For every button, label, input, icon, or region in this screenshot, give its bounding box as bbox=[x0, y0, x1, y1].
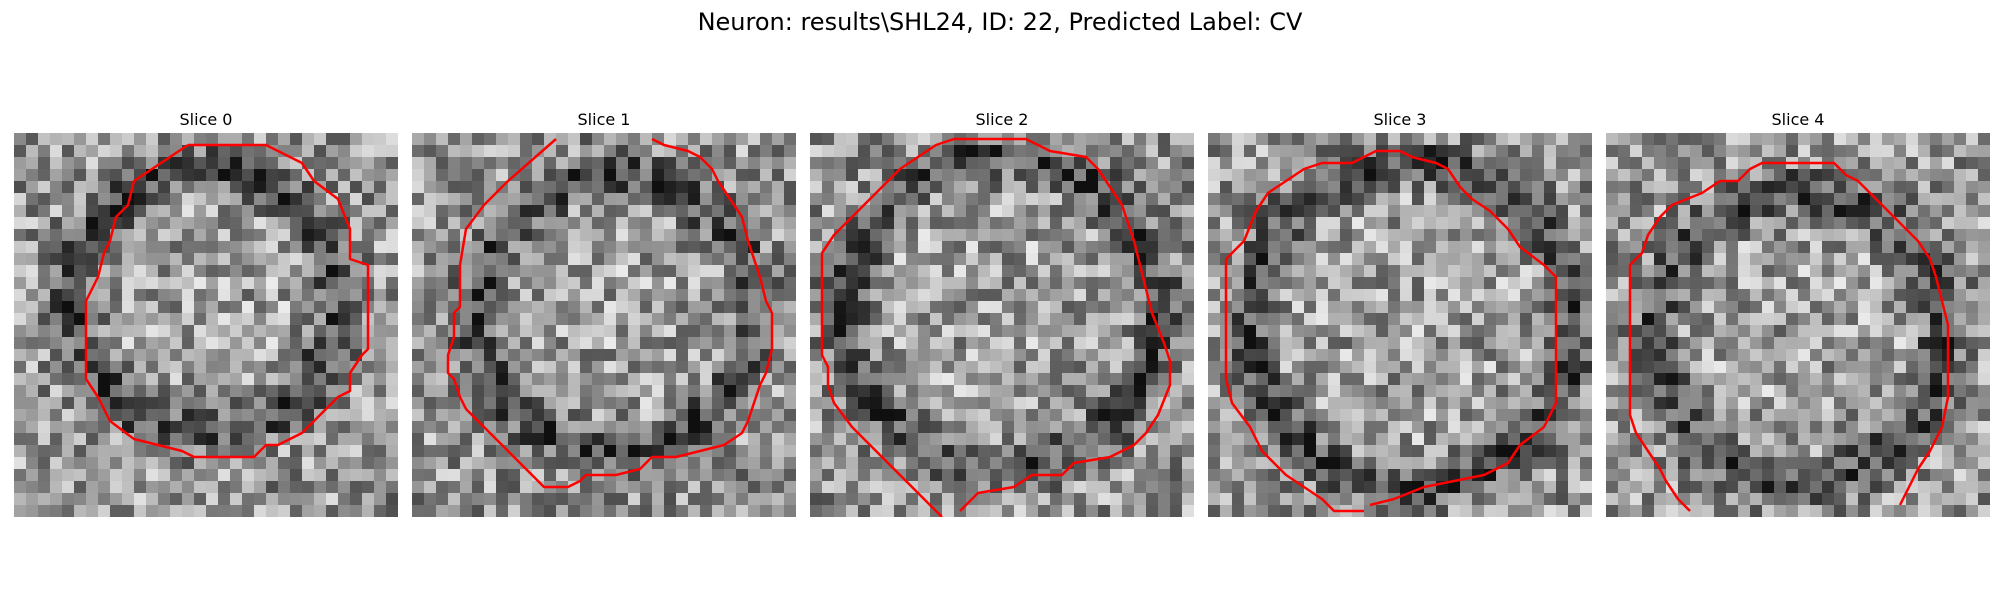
pixel-grid bbox=[1606, 133, 1990, 517]
grayscale-slice-image bbox=[412, 133, 796, 517]
grayscale-slice-image bbox=[810, 133, 1194, 517]
segmentation-contour bbox=[1224, 149, 1558, 513]
slice-title: Slice 4 bbox=[1771, 110, 1825, 129]
pixel-grid bbox=[810, 133, 1194, 517]
segmentation-contour bbox=[820, 137, 1172, 517]
slice-title: Slice 3 bbox=[1373, 110, 1427, 129]
segmentation-contour bbox=[84, 143, 370, 459]
figure-title: Neuron: results\SHL24, ID: 22, Predicted… bbox=[697, 8, 1303, 36]
segmentation-contour bbox=[446, 137, 774, 489]
slice-title: Slice 2 bbox=[975, 110, 1029, 129]
grayscale-slice-image bbox=[14, 133, 398, 517]
slice-title: Slice 0 bbox=[179, 110, 233, 129]
pixel-grid bbox=[412, 133, 796, 517]
pixel-grid bbox=[1208, 133, 1592, 517]
pixel-grid bbox=[14, 133, 398, 517]
grayscale-slice-image bbox=[1606, 133, 1990, 517]
grayscale-slice-image bbox=[1208, 133, 1592, 517]
slice-title: Slice 1 bbox=[577, 110, 631, 129]
segmentation-contour bbox=[1628, 161, 1950, 512]
